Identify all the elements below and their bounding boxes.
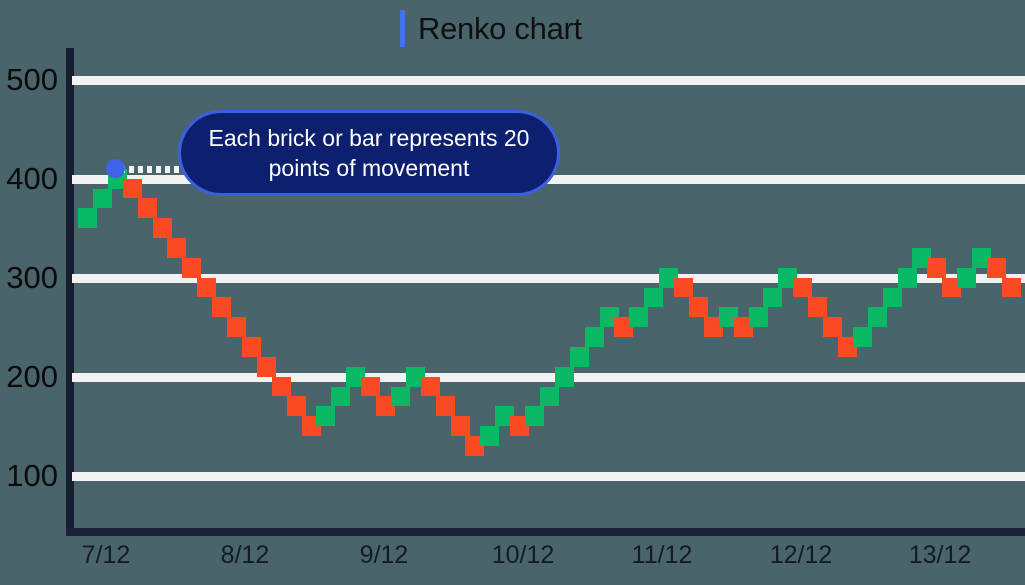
- renko-brick-down: [942, 277, 962, 298]
- renko-brick-down: [420, 376, 440, 397]
- renko-brick-up: [852, 327, 872, 347]
- renko-brick-down: [122, 178, 142, 199]
- annotation-callout: Each brick or bar represents 20 points o…: [178, 110, 560, 196]
- renko-brick-up: [718, 307, 738, 328]
- y-tick-label: 500: [6, 61, 58, 97]
- x-tick-label: 9/12: [359, 541, 409, 569]
- renko-brick-up: [584, 327, 604, 347]
- renko-brick-up: [480, 426, 500, 446]
- renko-brick-down: [927, 257, 947, 278]
- renko-brick-up: [882, 287, 902, 308]
- x-axis-spine: [66, 528, 1025, 536]
- renko-brick-down: [986, 257, 1006, 278]
- renko-brick-down: [212, 297, 232, 318]
- renko-brick-down: [301, 416, 321, 436]
- page-title: Renko chart: [400, 8, 582, 48]
- renko-brick-up: [659, 267, 679, 288]
- y-tick-label: 200: [6, 358, 58, 394]
- gridline-300: [72, 273, 1025, 283]
- annotation-leader-line: [120, 165, 190, 173]
- renko-brick-down: [823, 317, 842, 338]
- renko-brick-down: [227, 317, 246, 338]
- renko-brick-down: [808, 297, 828, 318]
- y-axis-spine: [66, 48, 74, 536]
- renko-brick-down: [182, 257, 202, 278]
- y-axis-labels: 500 400 300 200 100: [0, 0, 66, 585]
- renko-brick-down: [256, 356, 276, 377]
- annotation-line-1: Each brick or bar represents 20: [208, 124, 530, 151]
- renko-brick-up: [525, 406, 544, 427]
- renko-brick-up: [346, 366, 366, 387]
- renko-brick-up: [495, 406, 515, 427]
- renko-brick-up: [331, 386, 351, 407]
- renko-brick-down: [614, 317, 634, 338]
- renko-brick-down: [286, 396, 306, 417]
- renko-brick-down: [465, 436, 485, 456]
- renko-brick-up: [629, 307, 649, 328]
- renko-brick-up: [599, 307, 619, 328]
- renko-brick-down: [271, 376, 291, 397]
- x-tick-label: 10/12: [491, 541, 555, 569]
- renko-brick-down: [376, 396, 395, 417]
- renko-brick-down: [793, 277, 813, 298]
- renko-brick-down: [733, 317, 753, 338]
- renko-brick-down: [688, 297, 708, 318]
- renko-brick-up: [867, 307, 887, 328]
- annotation-line-2: points of movement: [268, 155, 470, 181]
- renko-brick-up: [569, 346, 589, 367]
- renko-brick-up: [644, 287, 664, 308]
- renko-brick-down: [703, 317, 723, 338]
- renko-brick-up: [78, 208, 97, 229]
- renko-brick-down: [837, 337, 857, 357]
- annotation-marker-dot: [106, 159, 125, 179]
- renko-brick-up: [554, 366, 574, 387]
- renko-brick-up: [957, 267, 977, 288]
- x-tick-label: 12/12: [769, 541, 833, 569]
- x-tick-label: 8/12: [220, 541, 270, 569]
- gridline-100: [72, 471, 1025, 481]
- renko-brick-up: [778, 267, 798, 288]
- renko-brick-up: [405, 366, 425, 387]
- renko-brick-up: [912, 247, 932, 268]
- renko-brick-down: [450, 416, 470, 436]
- renko-brick-down: [137, 198, 157, 219]
- title-accent-bar: [400, 9, 405, 47]
- y-tick-label: 100: [6, 457, 58, 493]
- renko-brick-up: [763, 287, 783, 308]
- renko-brick-up: [390, 386, 410, 407]
- x-tick-label: 7/12: [81, 541, 131, 569]
- x-axis-labels: 7/12 8/12 9/12 10/12 11/12 12/12 13/12: [0, 541, 1025, 585]
- renko-brick-up: [539, 386, 559, 407]
- renko-brick-down: [674, 277, 693, 298]
- renko-brick-down: [152, 218, 172, 239]
- y-tick-label: 400: [6, 160, 58, 196]
- renko-brick-up: [316, 406, 336, 427]
- renko-brick-down: [241, 337, 261, 357]
- renko-brick-up: [972, 247, 991, 268]
- renko-brick-down: [435, 396, 455, 417]
- renko-brick-down: [510, 416, 530, 436]
- renko-brick-up: [748, 307, 768, 328]
- gridline-200: [72, 372, 1025, 382]
- renko-brick-down: [167, 238, 187, 258]
- renko-brick-down: [1001, 277, 1021, 298]
- x-tick-label: 13/12: [908, 541, 972, 569]
- y-tick-label: 300: [6, 259, 58, 295]
- renko-brick-up: [92, 188, 112, 209]
- gridline-500: [72, 75, 1025, 85]
- x-tick-label: 11/12: [631, 541, 693, 569]
- renko-brick-up: [897, 267, 917, 288]
- renko-brick-down: [361, 376, 381, 397]
- renko-brick-down: [197, 277, 217, 298]
- title-text: Renko chart: [418, 10, 582, 46]
